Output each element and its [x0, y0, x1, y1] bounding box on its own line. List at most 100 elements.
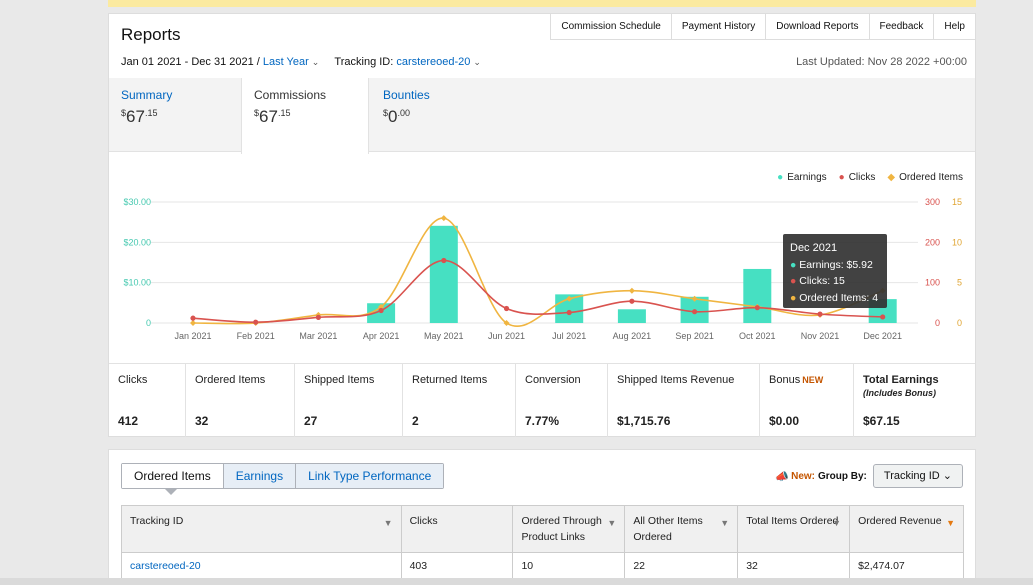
stat-returned-items: Returned Items 2 [403, 364, 516, 437]
group-by-select[interactable]: Tracking ID ⌄ [872, 464, 963, 488]
stat-conversion: Conversion 7.77% [516, 364, 608, 437]
earnings-chart: $30.00 $20.00 $10.00 0 300 200 100 0 15 10 5 0 Jan 2… [123, 197, 962, 341]
col-total-items[interactable]: Total Items Ordered ▼ [737, 505, 851, 553]
legend-clicks[interactable]: ● Clicks [838, 172, 876, 183]
y-right2-tick-label: 5 [957, 278, 962, 288]
earnings-bar [429, 225, 458, 323]
sort-arrow-icon[interactable]: ▼ [607, 518, 617, 528]
feedback-link[interactable]: Feedback [868, 14, 934, 40]
ordered-items-point [378, 303, 385, 310]
commission-schedule-link[interactable]: Commission Schedule [550, 14, 671, 40]
clicks-point [253, 319, 259, 325]
stats-row: Clicks 412 Ordered Items 32 Shipped Items 2… [109, 363, 975, 437]
ordered-items-point [691, 295, 698, 302]
tooltip-ordered: ● Ordered Items: 4 [790, 291, 879, 304]
cell-clicks: 403 [400, 552, 514, 579]
tab-commissions[interactable]: Commissions $67.15 [241, 78, 369, 154]
tab-earnings[interactable]: Earnings [223, 464, 297, 488]
tracking-id-label: Tracking ID: [334, 56, 394, 68]
ordered-diamond-icon: ◆ [887, 172, 896, 183]
tracking-id-dropdown[interactable]: carstereoed-20 ⌄ [396, 56, 481, 68]
x-tick-label: Oct 2021 [739, 331, 776, 341]
x-tick-label: Aug 2021 [613, 331, 652, 341]
x-tick-label: May 2021 [424, 331, 464, 341]
chart-legend: ● Earnings ● Clicks ◆ Ordered Items [777, 172, 963, 183]
tab-commissions-amount: $67.15 [254, 107, 291, 126]
payment-history-link[interactable]: Payment History [670, 14, 766, 40]
help-link[interactable]: Help [933, 14, 975, 40]
clicks-point [692, 309, 698, 315]
stat-shipped-items: Shipped Items 27 [295, 364, 403, 437]
reports-panel: Reports Commission Schedule Payment Hist… [108, 13, 976, 437]
stat-ordered-items: Ordered Items 32 [186, 364, 295, 437]
active-tab-caret [297, 152, 313, 160]
ordered-items-point [190, 320, 196, 326]
report-tab-group: Ordered Items Earnings Link Type Perform… [121, 463, 445, 489]
bottom-strip [0, 578, 1033, 585]
new-badge: NEW [802, 375, 824, 385]
tab-bounties-label: Bounties [383, 88, 430, 102]
legend-earnings[interactable]: ● Earnings [777, 172, 827, 183]
table-row: carstereoed-20 403 10 22 32 $2,474.07 [121, 552, 964, 579]
x-tick-label: Sep 2021 [675, 331, 714, 341]
stat-bonus: Bonus NEW $0.00 [760, 364, 854, 437]
clicks-point [441, 257, 447, 264]
tooltip-title: Dec 2021 [790, 242, 838, 254]
clicks-point [566, 309, 572, 316]
tooltip-clicks: ● Clicks: 15 [790, 275, 845, 287]
report-table-panel: Ordered Items Earnings Link Type Perform… [108, 449, 976, 585]
x-tick-label: Nov 2021 [801, 331, 840, 341]
report-nav: Commission Schedule Payment History Down… [550, 14, 975, 40]
col-tracking-id[interactable]: Tracking ID ▼ [121, 505, 402, 553]
legend-ordered-items[interactable]: ◆ Ordered Items [887, 172, 963, 183]
sort-arrow-icon[interactable]: ▼ [946, 518, 955, 528]
stat-shipped-revenue: Shipped Items Revenue $1,715.76 [608, 364, 760, 437]
y-right2-tick-label: 0 [957, 318, 962, 328]
earnings-bar [617, 309, 646, 323]
date-separator: / [256, 56, 260, 68]
download-reports-link[interactable]: Download Reports [765, 14, 869, 40]
period-dropdown[interactable]: Last Year ⌄ [263, 56, 319, 68]
clicks-point [817, 311, 823, 317]
col-all-other-items[interactable]: All Other Items Ordered ▼ [624, 505, 739, 553]
clicks-point [503, 305, 510, 312]
x-tick-label: Jan 2021 [174, 331, 211, 341]
last-updated: Last Updated: Nov 28 2022 +00:00 [796, 56, 967, 68]
tab-bounties-amount: $0.00 [383, 107, 410, 126]
cell-total-items: 32 [737, 552, 851, 579]
cell-tracking-id[interactable]: carstereoed-20 [121, 552, 402, 579]
col-ordered-through-links[interactable]: Ordered Through Product Links ▼ [512, 505, 626, 553]
x-tick-label: Feb 2021 [237, 331, 275, 341]
cell-all-other-items: 22 [624, 552, 739, 579]
top-banner [108, 0, 976, 7]
summary-tabs: Summary $67.15 Commissions $67.15 Bounti… [109, 78, 975, 154]
x-tick-label: Jul 2021 [552, 331, 586, 341]
earnings-dot-icon: ● [777, 172, 784, 183]
col-clicks[interactable]: Clicks [400, 505, 514, 553]
group-by-label: Group By: [818, 470, 867, 482]
tab-commissions-label: Commissions [254, 88, 327, 102]
sort-arrow-icon[interactable]: ▼ [383, 518, 393, 528]
clicks-point [190, 315, 196, 321]
megaphone-icon: 📣 [775, 470, 790, 483]
tab-link-type-performance[interactable]: Link Type Performance [296, 464, 444, 488]
sort-arrow-icon[interactable]: ▼ [720, 518, 730, 528]
earnings-bar [367, 303, 396, 323]
tab-summary[interactable]: Summary $67.15 [109, 78, 241, 152]
clicks-point [378, 307, 384, 314]
cell-ordered-through-links: 10 [512, 552, 626, 579]
y-right-tick-label: 0 [935, 318, 940, 328]
clicks-dot-icon: ● [838, 172, 845, 183]
sort-arrow-icon[interactable]: ▼ [832, 518, 842, 528]
chevron-down-icon: ⌄ [473, 57, 481, 67]
tab-bounties[interactable]: Bounties $0.00 [371, 78, 503, 152]
ordered-items-point [503, 320, 510, 326]
x-tick-label: Mar 2021 [299, 331, 337, 341]
ordered-items-table: Tracking ID ▼ Clicks Ordered Through Prod… [121, 505, 964, 579]
col-ordered-revenue[interactable]: Ordered Revenue ▼ [849, 505, 964, 553]
tab-ordered-items[interactable]: Ordered Items [122, 464, 224, 488]
page-title: Reports [121, 25, 181, 44]
ordered-items-point [566, 295, 573, 302]
tracking-id-value: carstereoed-20 [396, 56, 471, 68]
tooltip-earnings: ● Earnings: $5.92 [790, 258, 873, 271]
